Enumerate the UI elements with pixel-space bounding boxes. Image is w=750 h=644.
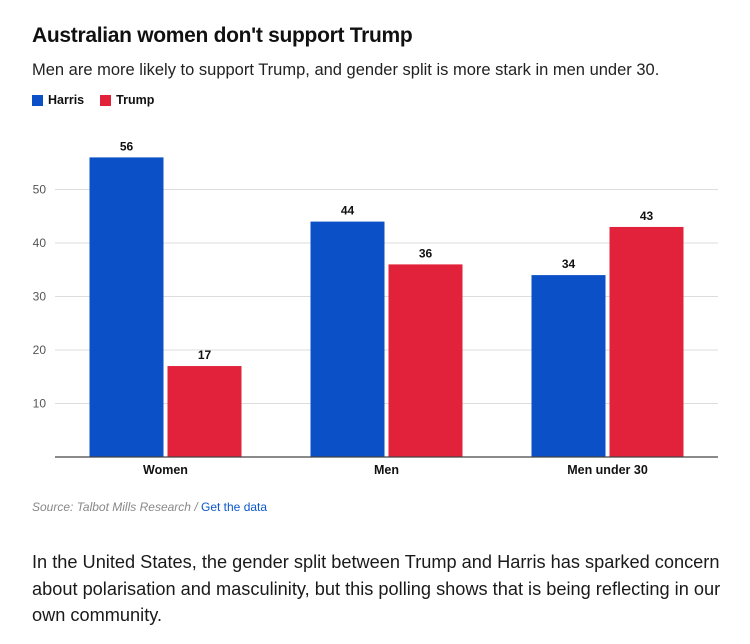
legend-swatch-harris [32,94,43,106]
chart-subtitle: Men are more likely to support Trump, an… [32,61,660,79]
x-tick-label-women: Women [143,463,188,477]
source-text: Source: Talbot Mills Research [32,500,191,514]
bar-trump-men-under-30 [609,226,684,457]
x-tick-label-men-under-30: Men under 30 [567,463,648,477]
source-separator: / [194,500,198,514]
chart-title: Australian women don't support Trump [32,24,413,47]
legend: Harris Trump [32,93,170,107]
body-paragraph: In the United States, the gender split b… [32,552,721,625]
bar-harris-men [310,221,385,457]
x-tick-label-men: Men [374,463,399,477]
data-label-trump-men: 36 [419,246,433,260]
y-tick-label-20: 20 [33,343,47,357]
legend-label-trump: Trump [116,93,155,107]
y-tick-label-40: 40 [33,236,47,250]
get-the-data-link[interactable]: Get the data [201,500,268,514]
legend-swatch-trump [100,94,112,106]
y-tick-label-50: 50 [33,183,47,197]
y-tick-label-10: 10 [33,397,47,411]
data-label-harris-women: 56 [120,139,134,153]
data-label-harris-men-under-30: 34 [562,257,576,271]
data-label-trump-men-under-30: 43 [640,209,654,223]
bar-trump-men [388,264,463,457]
legend-item-trump: Trump [100,93,154,107]
legend-item-harris: Harris [32,93,84,107]
legend-label-harris: Harris [48,93,85,107]
source-note: Source: Talbot Mills Research / Get the … [32,500,267,514]
bar-chart: 10 20 30 40 50 56 17 Women 44 36 Men 34 43 Men under … [33,139,718,477]
data-label-harris-men: 44 [341,204,355,218]
y-tick-label-30: 30 [33,290,47,304]
bar-harris-men-under-30 [531,275,606,457]
bar-harris-women [89,157,164,457]
bar-trump-women [167,366,242,457]
data-label-trump-women: 17 [198,348,212,362]
